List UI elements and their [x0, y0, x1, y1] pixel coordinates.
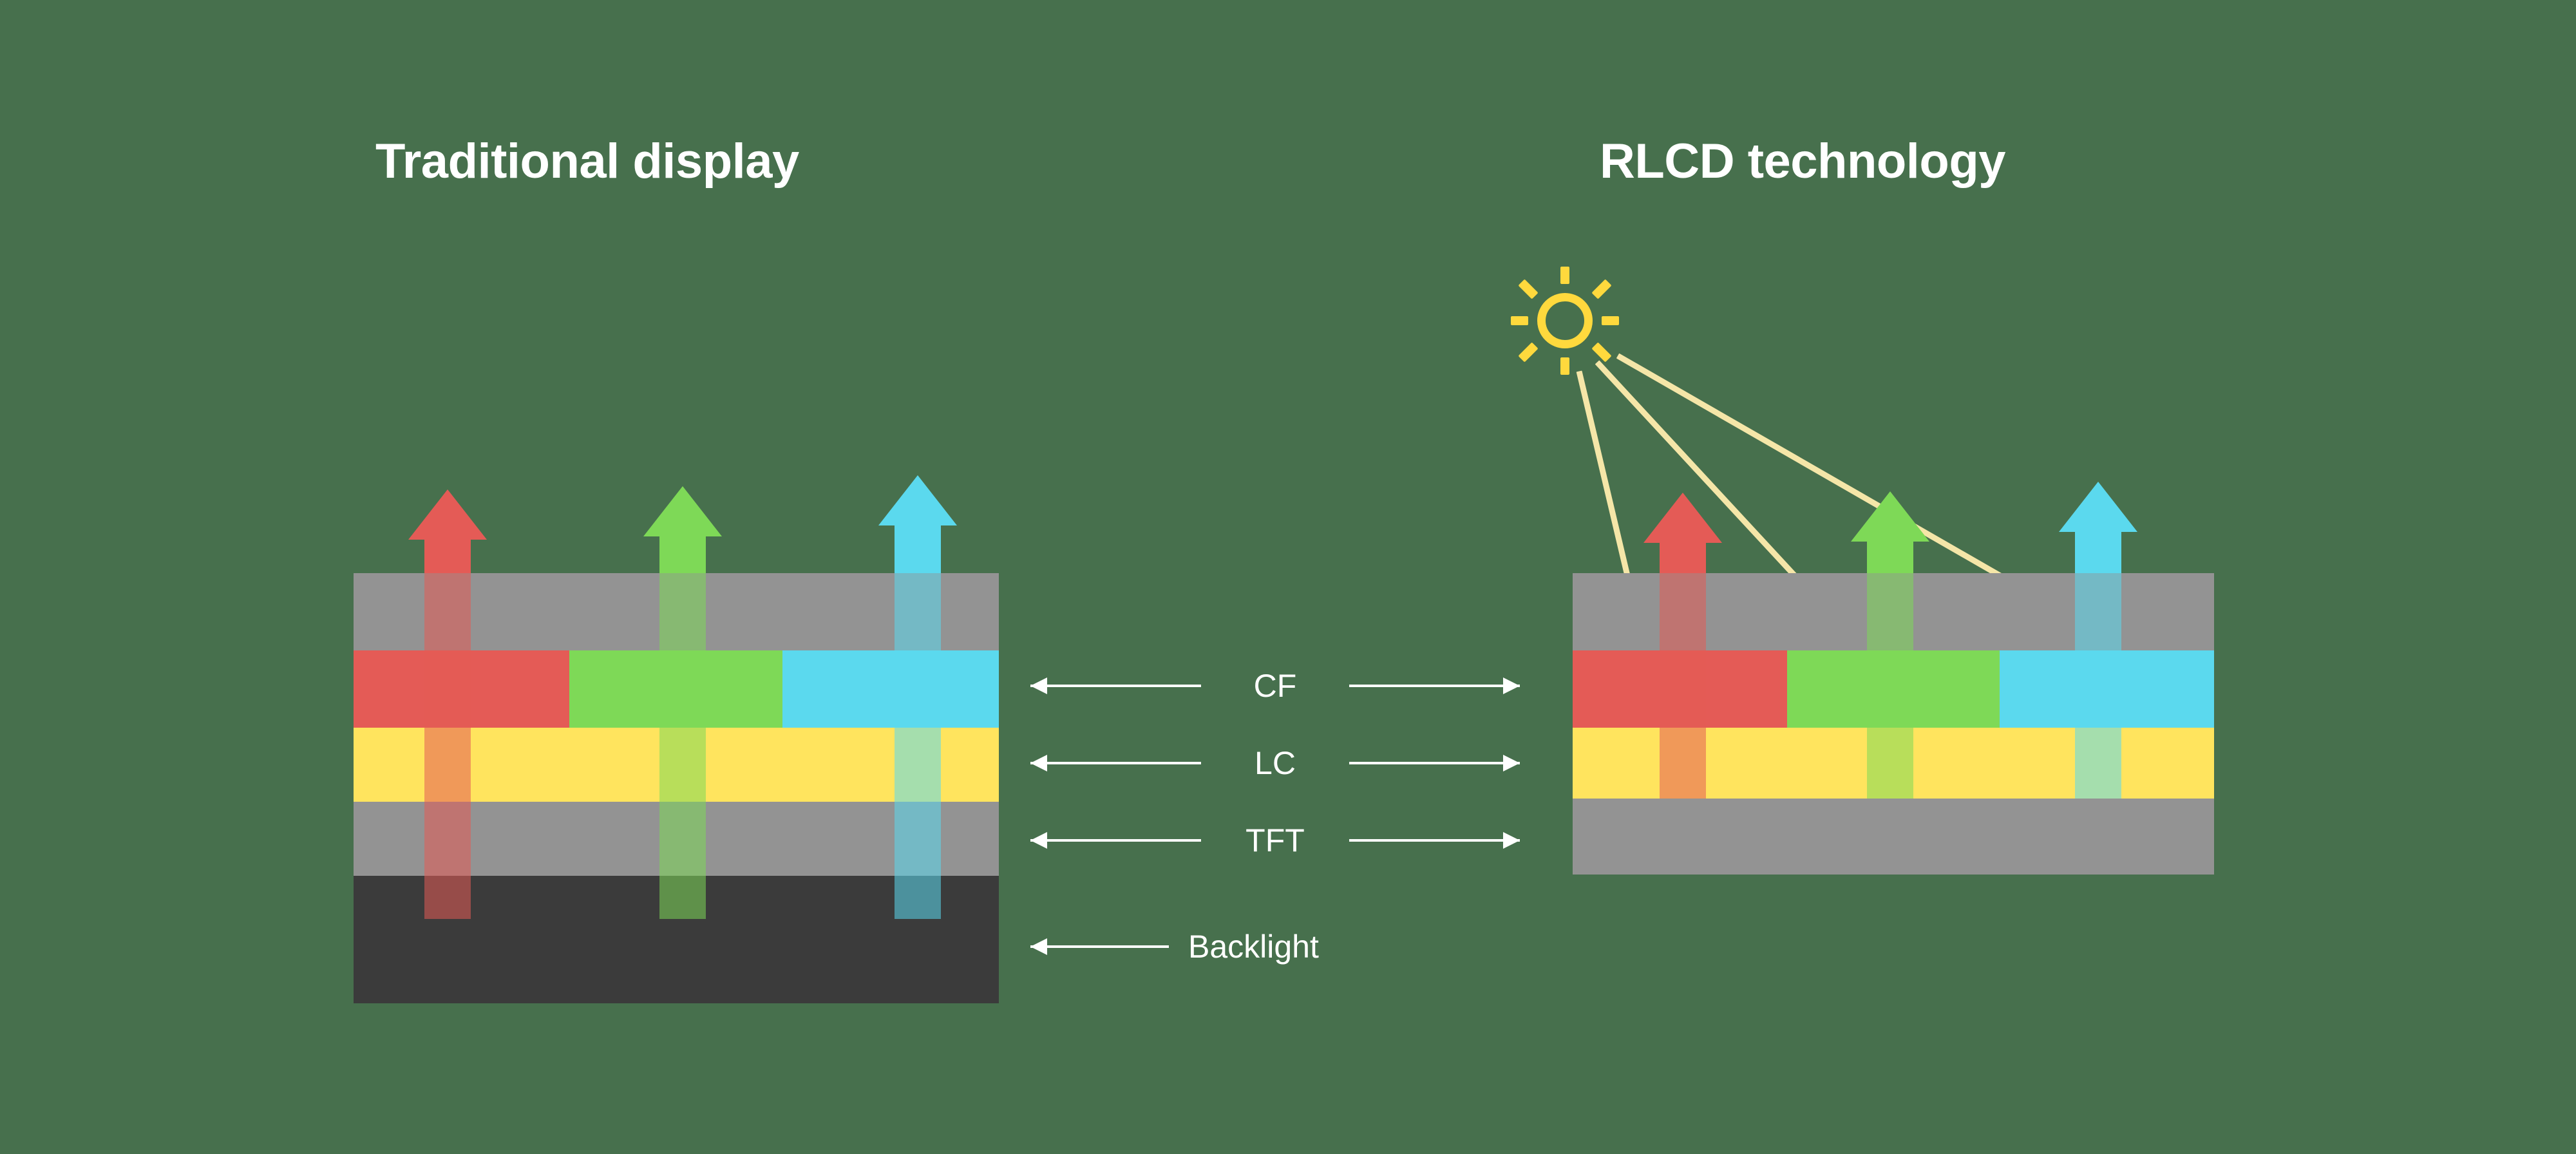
panel-title-rlcd: RLCD technology [1600, 134, 2006, 189]
beam-red-right-head [1643, 493, 1722, 543]
cf-cell-cyan [782, 650, 999, 728]
center-label-tft: TFT [1030, 822, 1520, 858]
beam-green-left [643, 486, 722, 919]
center-label-lc: LC [1030, 745, 1520, 781]
cf-arrow-left [1030, 685, 1201, 687]
lc-label-text: LC [1255, 745, 1296, 781]
sun-ray-ne [1591, 279, 1612, 299]
cf-label-text: CF [1253, 668, 1297, 704]
panel-title-traditional: Traditional display [375, 134, 799, 189]
sun-ray-s [1560, 357, 1569, 375]
beam-cyan-left-head [878, 475, 957, 525]
sun-ray-sw [1518, 342, 1539, 363]
beam-cyan-right-head [2059, 482, 2137, 532]
beam-cyan-right-neck [2075, 532, 2121, 573]
beam-green-left-head [643, 486, 722, 536]
sun-ray-n [1560, 267, 1569, 284]
tft-arrow-left [1030, 839, 1201, 842]
beam-cyan-right [2059, 482, 2137, 799]
beam-red-right-neck [1660, 543, 1706, 573]
beam-red-right-shaft [1660, 573, 1706, 799]
beam-red-left-neck [424, 540, 471, 573]
center-label-cf: CF [1030, 668, 1520, 704]
lc-arrow-right [1349, 762, 1520, 764]
beam-cyan-left [878, 475, 957, 919]
tft-label-text: TFT [1245, 822, 1305, 858]
beam-green-left-shaft [659, 573, 706, 919]
beam-red-left [408, 489, 487, 919]
beam-red-left-head [408, 489, 487, 540]
beam-green-left-neck [659, 536, 706, 573]
lc-arrow-left [1030, 762, 1201, 764]
backlight-label-text: Backlight [1188, 929, 1319, 965]
backlight-arrow-left [1030, 945, 1169, 948]
sun-ring [1537, 293, 1593, 348]
beam-green-right-neck [1867, 542, 1913, 573]
beam-cyan-left-shaft [895, 573, 941, 919]
tft-arrow-right [1349, 839, 1520, 842]
beam-cyan-left-neck [895, 525, 941, 573]
layer-reflector-right [1573, 799, 2214, 875]
beam-red-left-shaft [424, 573, 471, 919]
beam-cyan-right-shaft [2075, 573, 2121, 799]
sun-icon [1507, 263, 1623, 379]
beam-green-right-shaft [1867, 573, 1913, 799]
sun-ray-w [1511, 316, 1528, 325]
sun-ray-se [1591, 342, 1612, 363]
center-label-backlight: Backlight [1030, 929, 1520, 965]
sun-ray-e [1602, 316, 1619, 325]
beam-green-right [1851, 491, 1929, 799]
sun-ray-nw [1518, 279, 1539, 299]
beam-red-right [1643, 493, 1722, 799]
beam-green-right-head [1851, 491, 1929, 542]
cf-arrow-right [1349, 685, 1520, 687]
